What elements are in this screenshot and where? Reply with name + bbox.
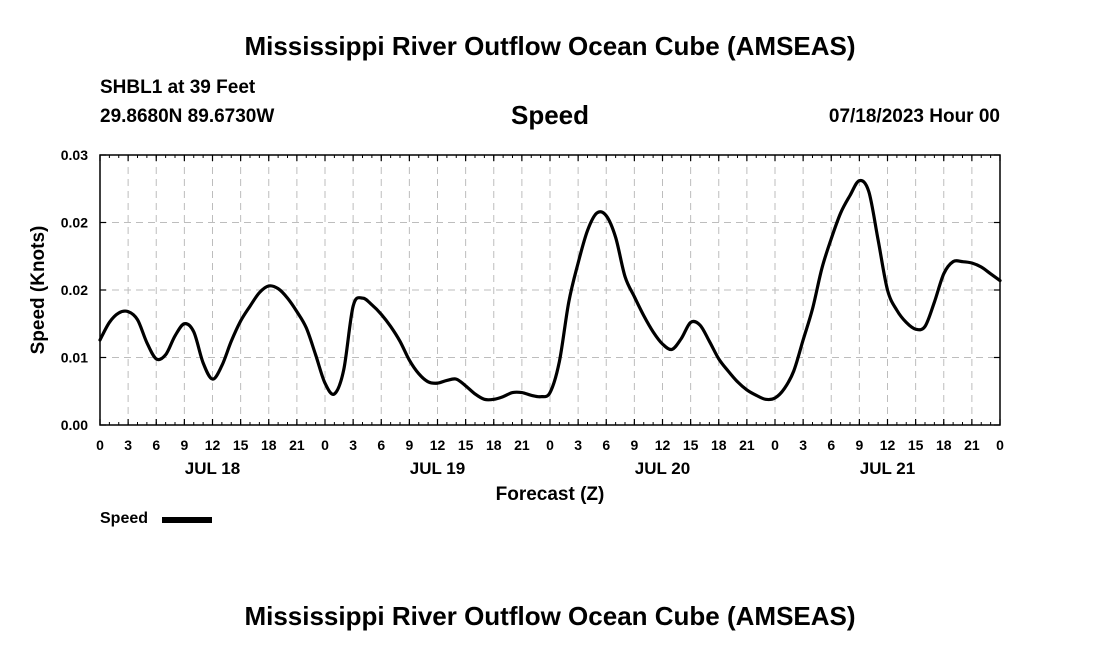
x-tick-label: 18 xyxy=(486,437,502,453)
x-tick-label: 9 xyxy=(855,437,863,453)
x-tick-label: 9 xyxy=(630,437,638,453)
day-label: JUL 18 xyxy=(185,459,240,478)
speed-line xyxy=(98,178,1002,402)
x-tick-label: 21 xyxy=(964,437,980,453)
grid-lines xyxy=(100,155,1000,425)
x-tick-label: 9 xyxy=(405,437,413,453)
axis-labels: 0 3 6 9 12 15 18 21 0 3 6 9 12 15 18 21 0 3 6 9 12 15 18 21 0 3 6 9… xyxy=(61,147,1004,478)
x-tick-label: 9 xyxy=(180,437,188,453)
x-tick-label: 21 xyxy=(289,437,305,453)
y-tick-label: 0.01 xyxy=(61,350,88,366)
x-tick-label: 15 xyxy=(908,437,924,453)
y-tick-label: 0.00 xyxy=(61,417,88,433)
page-title: Mississippi River Outflow Ocean Cube (AM… xyxy=(244,31,856,61)
x-tick-label: 6 xyxy=(827,437,835,453)
x-tick-label: 18 xyxy=(936,437,952,453)
x-tick-label: 15 xyxy=(458,437,474,453)
x-tick-label: 0 xyxy=(996,437,1004,453)
y-tick-label: 0.02 xyxy=(61,215,88,231)
x-tick-label: 0 xyxy=(546,437,554,453)
x-tick-label: 0 xyxy=(321,437,329,453)
day-label: JUL 19 xyxy=(410,459,465,478)
x-tick-label: 12 xyxy=(880,437,896,453)
y-tick-label: 0.02 xyxy=(61,282,88,298)
chart-title: Speed xyxy=(510,100,590,130)
day-label: JUL 21 xyxy=(860,459,915,478)
footer-title: Mississippi River Outflow Ocean Cube (AM… xyxy=(244,601,856,631)
x-tick-label: 15 xyxy=(233,437,249,453)
x-tick-label: 12 xyxy=(205,437,221,453)
legend-label: Speed xyxy=(100,510,149,527)
x-tick-label: 15 xyxy=(683,437,699,453)
x-tick-label: 0 xyxy=(771,437,779,453)
x-tick-label: 3 xyxy=(574,437,582,453)
x-tick-label: 21 xyxy=(739,437,755,453)
x-tick-label: 18 xyxy=(711,437,727,453)
forecast-date: 07/18/2023 Hour 00 xyxy=(828,106,1000,127)
y-tick-label: 0.03 xyxy=(61,147,88,163)
station-label: SHBL1 at 39 Feet xyxy=(100,77,256,98)
x-tick-label: 3 xyxy=(124,437,132,453)
x-tick-label: 12 xyxy=(430,437,446,453)
speed-chart: 0 3 6 9 12 15 18 21 0 3 6 9 12 15 18 21 0 3 6 9 12 15 18 21 0 3 6 9… xyxy=(28,147,1004,505)
x-tick-label: 0 xyxy=(96,437,104,453)
x-tick-label: 3 xyxy=(349,437,357,453)
axis-ticks xyxy=(99,154,1001,426)
day-label: JUL 20 xyxy=(635,459,690,478)
x-tick-label: 18 xyxy=(261,437,277,453)
x-tick-label: 12 xyxy=(655,437,671,453)
legend-line-swatch xyxy=(162,517,212,523)
x-tick-label: 6 xyxy=(377,437,385,453)
x-tick-label: 21 xyxy=(514,437,530,453)
x-tick-label: 3 xyxy=(799,437,807,453)
x-axis-title: Forecast (Z) xyxy=(496,484,605,505)
x-tick-label: 6 xyxy=(152,437,160,453)
station-coordinates: 29.8680N 89.6730W xyxy=(100,106,275,127)
y-axis-title: Speed (Knots) xyxy=(28,226,49,355)
x-tick-label: 6 xyxy=(602,437,610,453)
